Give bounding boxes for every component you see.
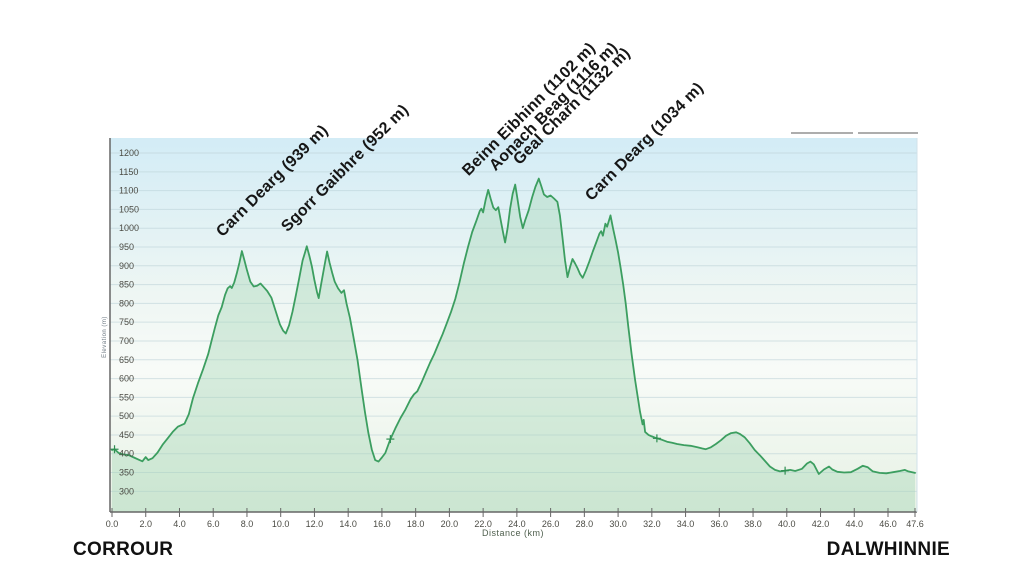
profile-area: [112, 178, 915, 512]
svg-text:34.0: 34.0: [677, 519, 695, 529]
svg-text:4.0: 4.0: [173, 519, 186, 529]
svg-text:46.0: 46.0: [879, 519, 897, 529]
svg-text:450: 450: [119, 430, 134, 440]
y-tick-labels: 300 350 400 450 500 550 600 650 700 750 800 850 900 9…: [119, 148, 139, 496]
profile-line: [111, 177, 916, 475]
legend-remnant-line: [791, 132, 853, 134]
svg-text:500: 500: [119, 411, 134, 421]
svg-text:950: 950: [119, 242, 134, 252]
svg-text:20.0: 20.0: [441, 519, 459, 529]
gridlines: [110, 152, 917, 492]
svg-text:22.0: 22.0: [474, 519, 492, 529]
svg-text:850: 850: [119, 280, 134, 290]
svg-text:650: 650: [119, 355, 134, 365]
svg-text:400: 400: [119, 449, 134, 459]
svg-text:28.0: 28.0: [576, 519, 594, 529]
svg-text:18.0: 18.0: [407, 519, 425, 529]
svg-text:38.0: 38.0: [744, 519, 762, 529]
waypoint-markers: [110, 434, 790, 475]
svg-text:700: 700: [119, 336, 134, 346]
plot-background: [110, 138, 917, 512]
svg-text:30.0: 30.0: [609, 519, 627, 529]
svg-text:12.0: 12.0: [306, 519, 324, 529]
svg-text:26.0: 26.0: [542, 519, 560, 529]
svg-text:2.0: 2.0: [139, 519, 152, 529]
x-axis-title: Distance (km): [481, 528, 544, 538]
legend-remnant-line: [858, 132, 918, 134]
svg-text:1000: 1000: [119, 223, 139, 233]
route-start-label: CORROUR: [73, 539, 174, 560]
svg-text:6.0: 6.0: [207, 519, 220, 529]
svg-text:10.0: 10.0: [272, 519, 290, 529]
svg-text:550: 550: [119, 392, 134, 402]
svg-text:300: 300: [119, 486, 134, 496]
x-ticks: 0.0 2.0 4.0 6.0 8.0 10.0 12.0 14.0 16.0 18.0 20.0 2…: [106, 508, 924, 529]
y-axis-title: Elevation (m): [102, 316, 108, 358]
svg-text:750: 750: [119, 317, 134, 327]
svg-text:24.0: 24.0: [508, 519, 526, 529]
svg-text:8.0: 8.0: [241, 519, 254, 529]
svg-text:1050: 1050: [119, 204, 139, 214]
svg-text:40.0: 40.0: [778, 519, 796, 529]
svg-text:36.0: 36.0: [711, 519, 729, 529]
svg-text:16.0: 16.0: [373, 519, 391, 529]
svg-text:0.0: 0.0: [106, 519, 119, 529]
svg-text:350: 350: [119, 468, 134, 478]
svg-text:1200: 1200: [119, 148, 139, 158]
svg-text:47.6: 47.6: [906, 519, 924, 529]
route-end-label: DALWHINNIE: [826, 539, 950, 560]
svg-text:1100: 1100: [119, 186, 138, 196]
svg-text:14.0: 14.0: [339, 519, 357, 529]
svg-text:44.0: 44.0: [846, 519, 864, 529]
svg-text:32.0: 32.0: [643, 519, 661, 529]
svg-text:800: 800: [119, 298, 134, 308]
svg-text:600: 600: [119, 374, 134, 384]
svg-text:1150: 1150: [119, 167, 138, 177]
svg-text:42.0: 42.0: [812, 519, 830, 529]
svg-text:900: 900: [119, 261, 134, 271]
